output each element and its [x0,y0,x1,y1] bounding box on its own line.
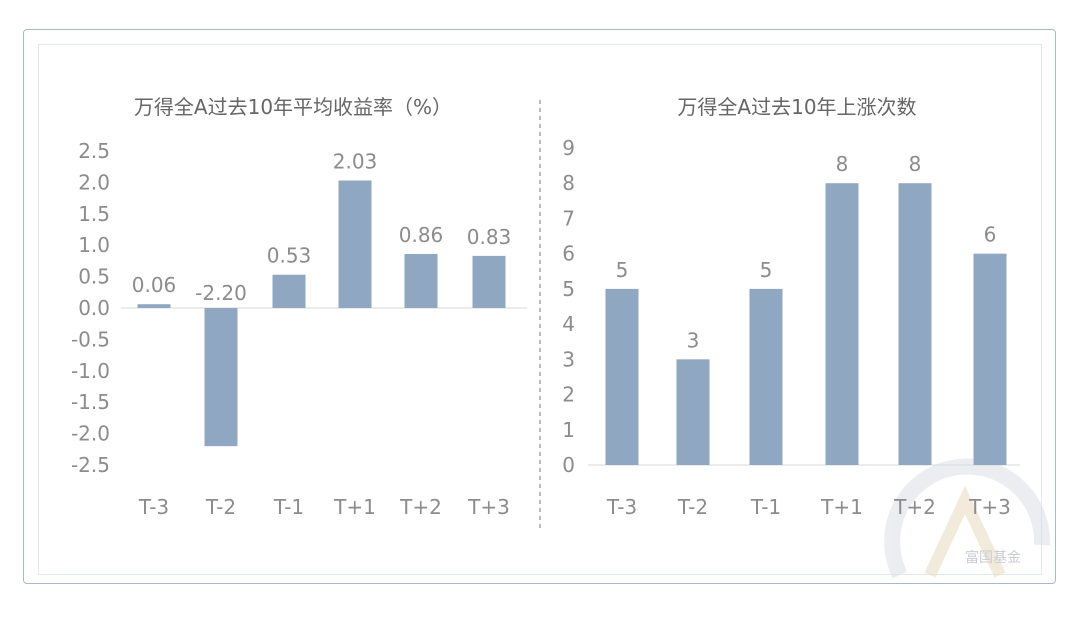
data-label-T+2: 8 [909,152,922,176]
bar-T-1 [749,288,783,465]
y-tick-label: 1 [562,418,575,442]
bar-T-3 [605,288,639,465]
y-tick-label: 0 [562,453,575,477]
chart1-y-axis: 2.5 2.0 1.5 1.0 0.5 0.0 -0.5 -1.0 -1.5 -2.0 -2.5 [71,139,110,477]
y-tick-label: 6 [562,242,575,266]
y-tick-label: -2.0 [71,422,110,446]
bar-T+3 [472,255,506,308]
bar-T+2 [404,253,438,308]
chart2-y-axis: 9 8 7 6 5 4 3 2 1 0 [562,136,575,477]
y-tick-label: 9 [562,136,575,160]
y-tick-label: -0.5 [71,327,110,351]
x-tick-label: T+1 [333,495,376,519]
x-tick-label: T-1 [273,495,304,519]
y-tick-label: 8 [562,171,575,195]
x-tick-label: T+3 [968,495,1011,519]
bar-T+3 [973,253,1007,465]
bar-T+2 [898,183,932,465]
data-label-T+1: 8 [836,152,849,176]
x-tick-label: T+2 [399,495,442,519]
data-label-T+3: 6 [984,223,997,247]
x-tick-label: T-2 [677,495,708,519]
bar-T+1 [825,183,859,465]
x-tick-label: T-3 [606,495,637,519]
chart1-bars: 0.06 -2.20 0.53 2.03 0.86 0.83 [132,150,512,447]
data-label-T-3: 5 [616,258,629,282]
chart1-title: 万得全A过去10年平均收益率（%） [134,95,452,119]
bar-T-1 [272,274,306,308]
bar-T-3 [137,304,171,308]
data-label-T+2: 0.86 [399,223,444,247]
y-tick-label: 5 [562,277,575,301]
y-tick-label: 2.5 [78,139,110,163]
x-tick-label: T+2 [893,495,936,519]
x-tick-label: T+1 [820,495,863,519]
y-tick-label: -2.5 [71,453,110,477]
x-tick-label: T-1 [750,495,781,519]
y-tick-label: 2 [562,383,575,407]
chart2-bars: 5 3 5 8 8 6 [605,152,1007,465]
y-tick-label: 2.0 [78,170,110,194]
bar-T+1 [338,180,372,308]
y-tick-label: 0.0 [78,296,110,320]
data-label-T+1: 2.03 [333,150,378,174]
bar-T-2 [676,359,710,465]
outer-frame [23,29,1056,584]
y-tick-label: 4 [562,312,575,336]
chart2-title: 万得全A过去10年上涨次数 [677,95,916,119]
y-tick-label: 7 [562,206,575,230]
chart2-x-axis: T-3 T-2 T-1 T+1 T+2 T+3 [606,495,1011,519]
x-tick-label: T+3 [467,495,510,519]
data-label-T-1: 0.53 [267,244,312,268]
fund-logo-watermark-icon [884,458,1051,579]
data-label-T+3: 0.83 [467,225,512,249]
inner-frame [38,44,1042,575]
watermark-text: 富国基金 [965,550,1021,566]
y-tick-label: 3 [562,347,575,371]
y-tick-label: -1.5 [71,390,110,414]
bar-T-2 [204,308,238,447]
y-tick-label: 0.5 [78,265,110,289]
y-tick-label: 1.5 [78,202,110,226]
y-tick-label: -1.0 [71,359,110,383]
x-tick-label: T-3 [138,495,169,519]
data-label-T-1: 5 [760,258,773,282]
y-tick-label: 1.0 [78,233,110,257]
data-label-T-2: -2.20 [195,281,247,305]
data-label-T-2: 3 [687,328,700,352]
x-tick-label: T-2 [205,495,236,519]
chart1-x-axis: T-3 T-2 T-1 T+1 T+2 T+3 [138,495,510,519]
data-label-T-3: 0.06 [132,273,177,297]
